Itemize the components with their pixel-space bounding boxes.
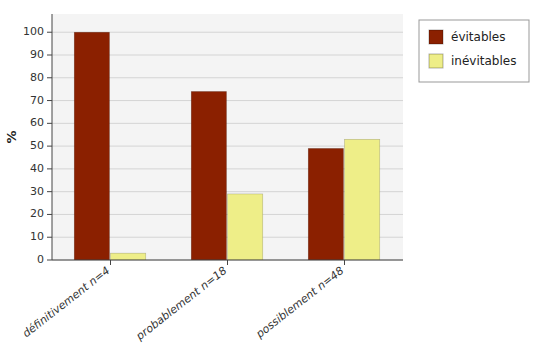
x-tick-label: possiblement n=48	[253, 264, 347, 341]
y-tick-label: 40	[30, 162, 44, 175]
y-tick-label: 0	[37, 253, 44, 266]
y-tick-label: 10	[30, 230, 44, 243]
y-tick-label: 30	[30, 185, 44, 198]
y-tick	[47, 77, 52, 78]
chart-svg: 0 10 20 30 40 50 60 70 80 90 100 définitivement n=4…	[0, 0, 543, 352]
legend-swatch	[429, 30, 443, 44]
y-tick	[47, 32, 52, 33]
chart-container: 0 10 20 30 40 50 60 70 80 90 100 définitivement n=4…	[0, 0, 543, 352]
y-tick	[47, 191, 52, 192]
bar	[191, 91, 226, 260]
y-tick-label: 50	[30, 139, 44, 152]
x-tick	[110, 260, 111, 265]
x-axis: définitivement n=4 probablement n=18 possi…	[20, 260, 346, 343]
y-tick-label: 20	[30, 207, 44, 220]
legend-label: inévitables	[451, 54, 516, 68]
bar	[111, 253, 146, 260]
y-tick	[47, 146, 52, 147]
bar	[345, 139, 380, 260]
y-tick	[47, 214, 52, 215]
y-axis-label: %	[4, 130, 19, 143]
y-tick-label: 60	[30, 116, 44, 129]
legend-label: évitables	[451, 30, 505, 44]
x-tick	[344, 260, 345, 265]
y-tick	[47, 100, 52, 101]
y-tick	[47, 168, 52, 169]
y-axis-line	[52, 14, 53, 260]
y-tick-label: 90	[30, 48, 44, 61]
y-tick	[47, 55, 52, 56]
bars	[74, 32, 380, 260]
y-tick	[47, 237, 52, 238]
y-tick-label: 80	[30, 71, 44, 84]
y-tick-label: 70	[30, 94, 44, 107]
x-tick-label: définitivement n=4	[20, 264, 112, 340]
legend-swatch	[429, 54, 443, 68]
bar	[308, 148, 343, 260]
y-tick	[47, 260, 52, 261]
y-tick	[47, 123, 52, 124]
y-tick-label: 100	[23, 25, 44, 38]
y-axis: 0 10 20 30 40 50 60 70 80 90 100	[23, 25, 52, 266]
grid	[52, 32, 403, 260]
bar	[74, 32, 109, 260]
legend-box	[419, 20, 529, 82]
plot-background	[52, 14, 403, 260]
legend: évitables inévitables	[419, 20, 529, 82]
x-tick-label: probablement n=18	[133, 264, 229, 343]
bar	[228, 194, 263, 260]
x-tick	[227, 260, 228, 265]
